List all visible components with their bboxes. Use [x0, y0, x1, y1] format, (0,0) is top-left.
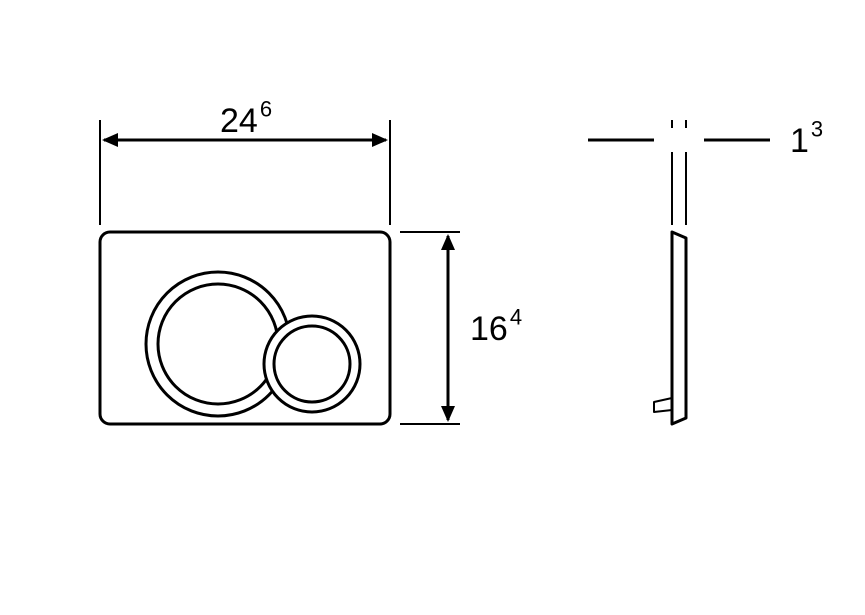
- height-label: 164: [470, 305, 522, 348]
- width-label-base: 24: [220, 102, 258, 140]
- depth-label: 13: [790, 117, 823, 160]
- width-label-sup: 6: [260, 97, 272, 122]
- side-profile-clip: [654, 398, 672, 412]
- depth-label-base: 1: [790, 122, 809, 160]
- technical-drawing: 24616413: [0, 0, 865, 615]
- depth-label-sup: 3: [811, 117, 823, 142]
- small-button-outer: [264, 316, 360, 412]
- side-profile: [672, 232, 686, 424]
- height-label-base: 16: [470, 310, 508, 348]
- depth-gap-mask: [654, 128, 704, 152]
- width-label: 246: [220, 97, 272, 140]
- height-label-sup: 4: [510, 305, 522, 330]
